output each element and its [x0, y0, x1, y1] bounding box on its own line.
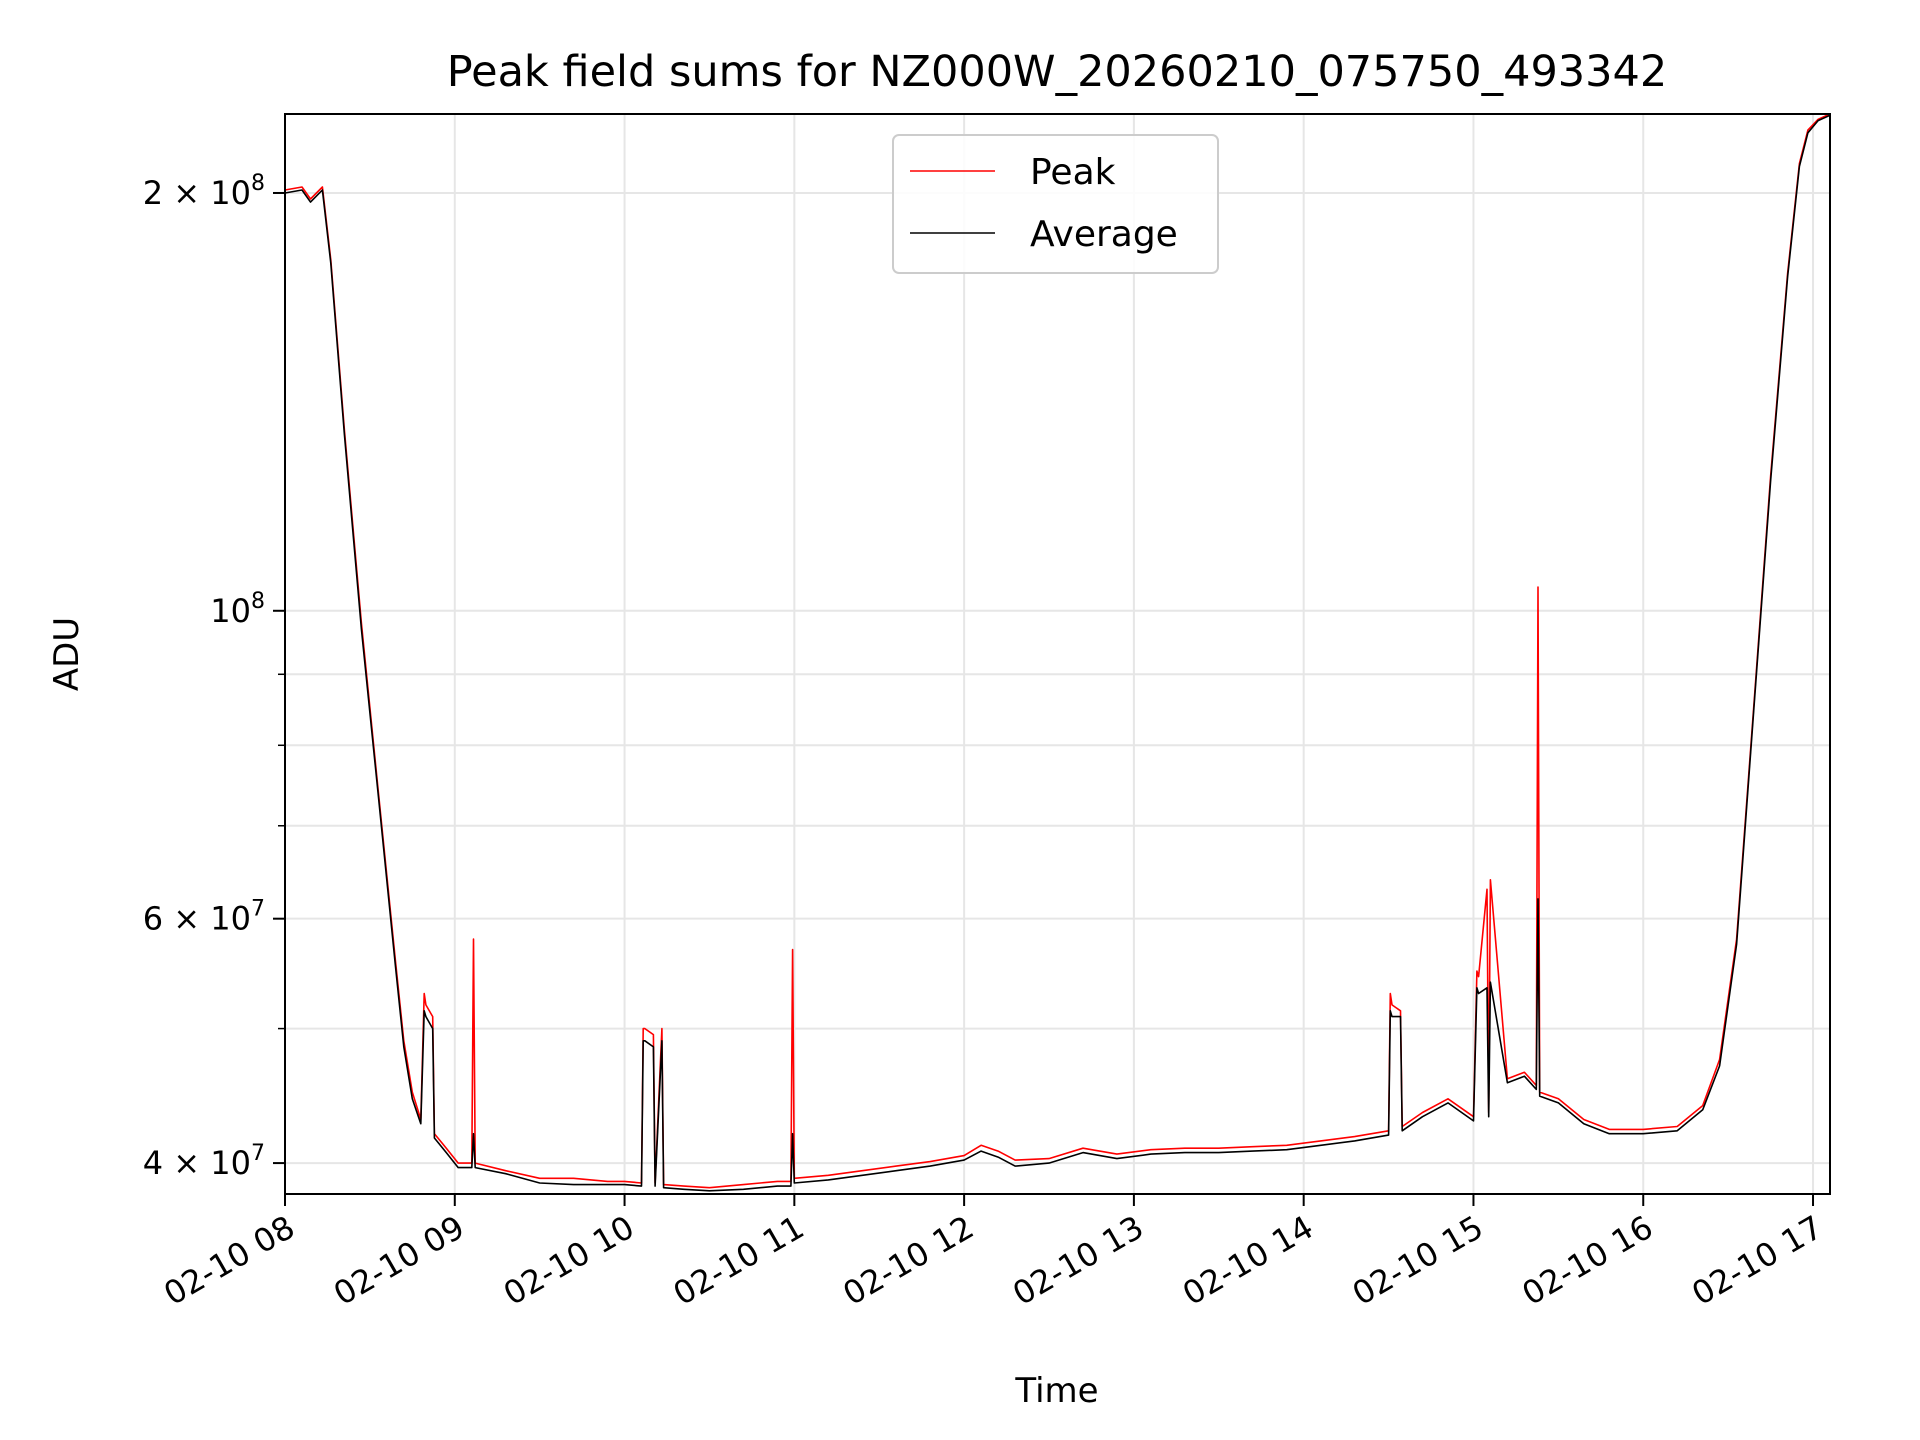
- legend: Peak Average: [892, 134, 1219, 274]
- legend-label-peak: Peak: [1030, 152, 1116, 193]
- y-axis-title: ADU: [47, 617, 87, 691]
- y-tick-label-0: 4 × 107: [143, 1141, 265, 1182]
- y-tick-label-3: 2 × 108: [143, 171, 265, 212]
- y-tick-label-1: 6 × 107: [143, 897, 265, 938]
- y-axis: 4 × 107 6 × 107 108 2 × 108: [143, 171, 285, 1182]
- plot-frame: [284, 113, 1831, 1195]
- y-tick-label-2: 108: [210, 589, 265, 630]
- legend-box: [892, 134, 1219, 274]
- x-axis-title: Time: [1014, 1371, 1098, 1411]
- legend-label-average: Average: [1030, 214, 1178, 255]
- series-layer: [284, 113, 1831, 1192]
- series-line-average: [284, 114, 1831, 1192]
- chart-title: Peak field sums for NZ000W_20260210_0757…: [447, 47, 1668, 97]
